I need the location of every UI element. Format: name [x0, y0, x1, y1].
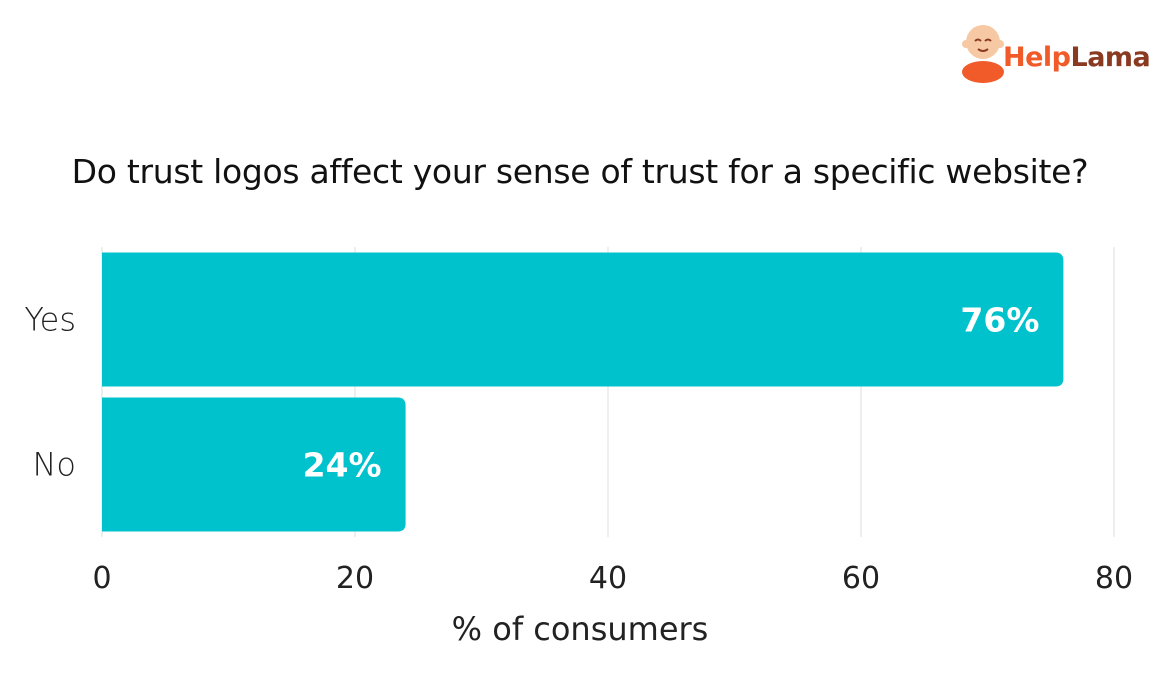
- chart-title: Do trust logos affect your sense of trus…: [71, 152, 1089, 191]
- brand-part-2: Lama: [1070, 42, 1151, 73]
- data-label-yes: 76%: [960, 301, 1039, 340]
- category-label-no: No: [32, 446, 76, 484]
- category-label-yes: Yes: [24, 301, 76, 339]
- x-tick-label-4: 80: [1095, 561, 1133, 596]
- bar-yes: [102, 252, 1064, 387]
- brand-part-1: Help: [1003, 42, 1071, 73]
- x-tick-label-2: 40: [589, 561, 627, 596]
- monk-mascot-icon: [962, 25, 1004, 83]
- x-tick-label-1: 20: [336, 561, 374, 596]
- data-label-no: 24%: [303, 446, 382, 485]
- x-axis-label: % of consumers: [451, 610, 709, 648]
- bar-no: [102, 397, 406, 532]
- x-tick-label-0: 0: [92, 561, 111, 596]
- x-tick-label-3: 60: [842, 561, 880, 596]
- brand-wordmark: HelpLama: [1003, 42, 1151, 73]
- helplama-logo: HelpLama: [958, 20, 1158, 84]
